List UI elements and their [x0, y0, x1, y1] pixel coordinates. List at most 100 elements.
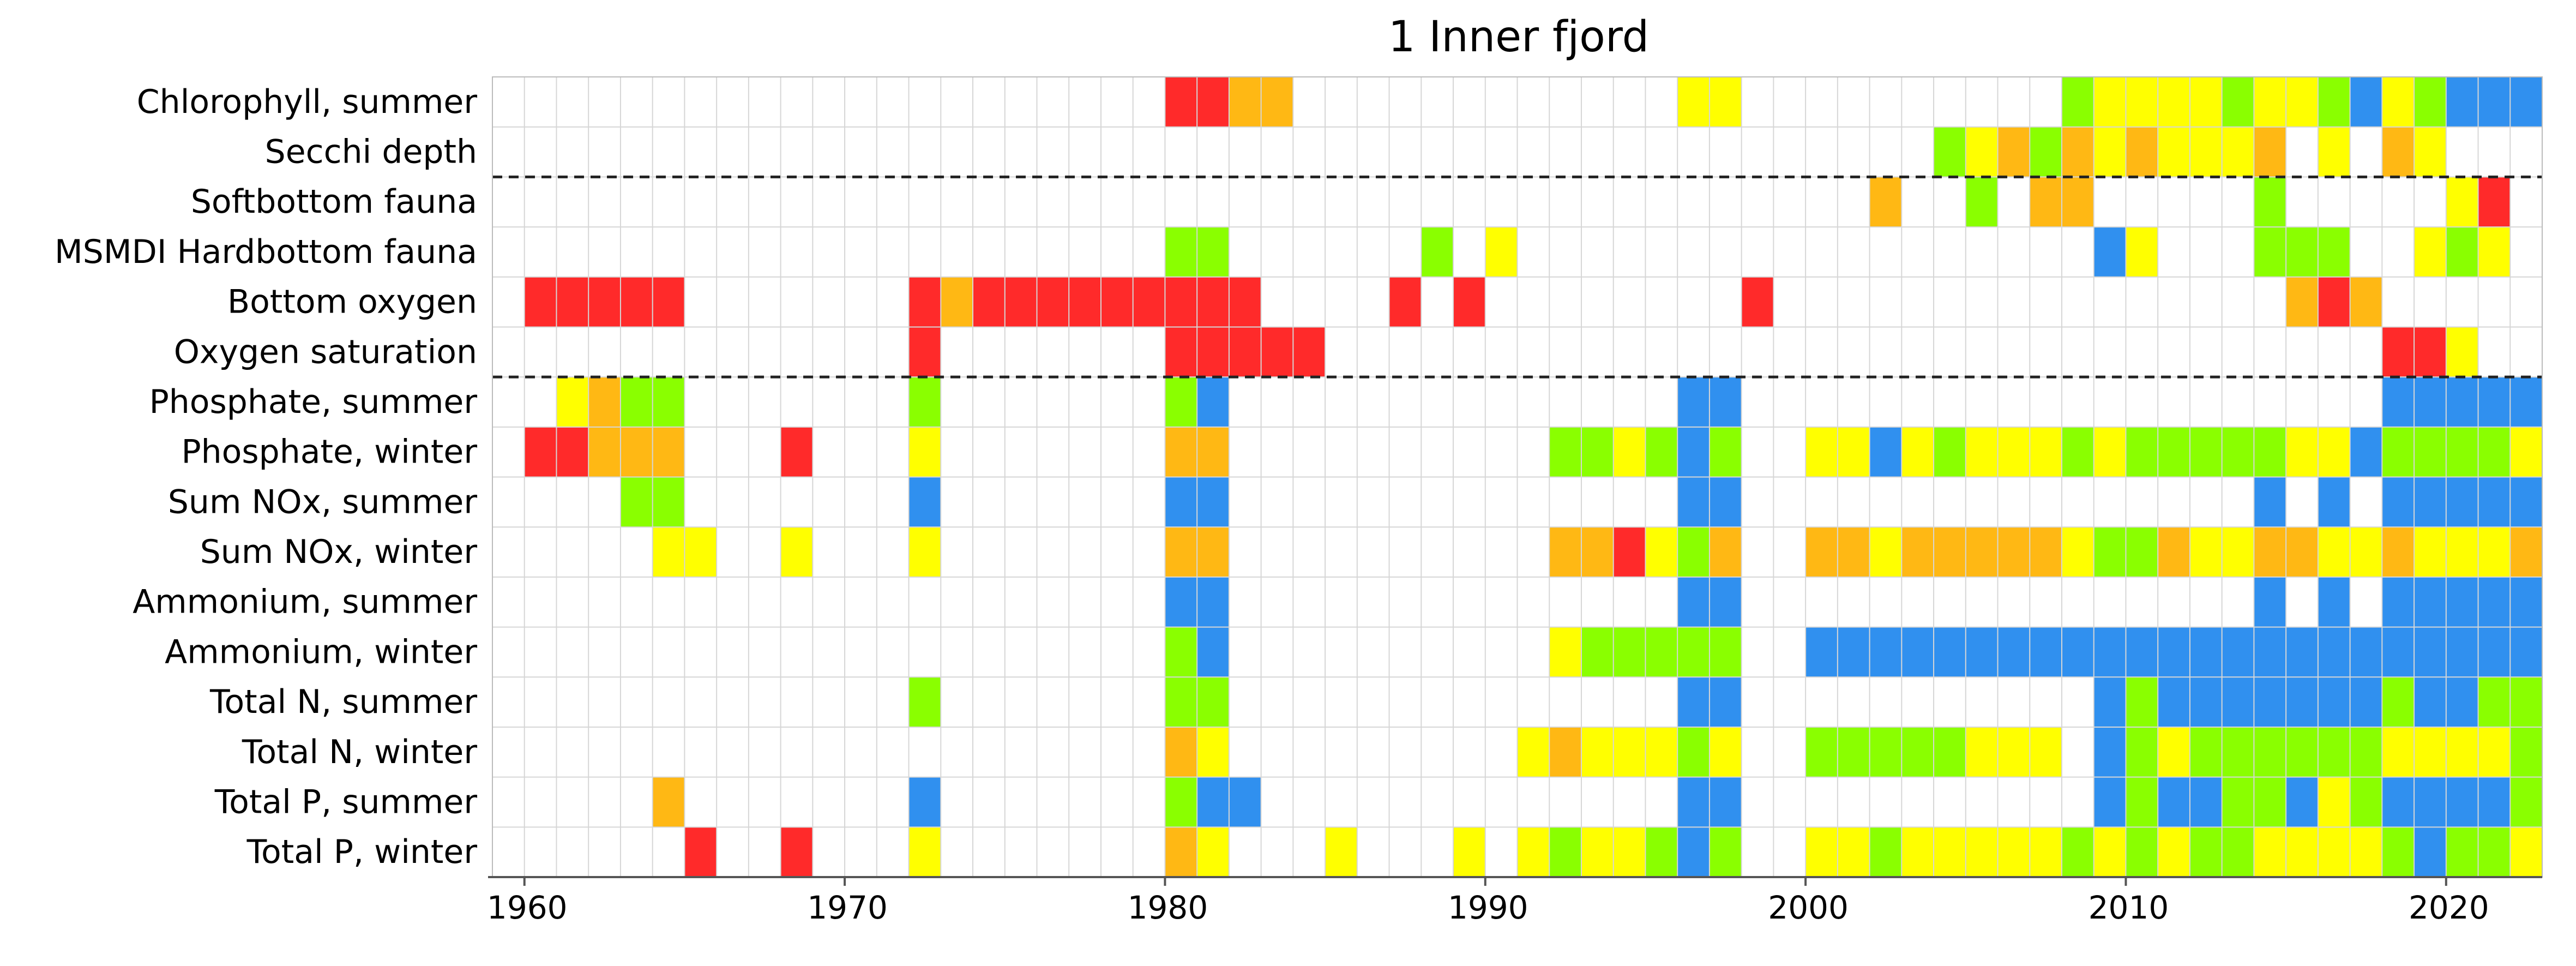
cell-softbottom-fauna-2002: [1869, 177, 1902, 227]
cell-ammonium-summer-2022: [2510, 577, 2543, 628]
cell-sum-nox-summer-1981: [1197, 477, 1230, 527]
cell-total-p-winter-2016: [2318, 827, 2351, 878]
cell-sum-nox-winter-1994: [1613, 527, 1646, 578]
cell-phosphate-summer-1997: [1709, 377, 1742, 428]
cell-total-p-winter-2018: [2382, 827, 2415, 878]
cell-softbottom-fauna-2007: [2030, 177, 2062, 227]
cell-ammonium-summer-1997: [1709, 577, 1742, 628]
cell-total-n-winter-2009: [2093, 727, 2127, 778]
cell-msmdi-hardbottom-fauna-1988: [1421, 227, 1454, 278]
cell-chlorophyll-summer-2017: [2350, 77, 2382, 128]
cell-phosphate-winter-1996: [1677, 427, 1710, 478]
cell-total-p-winter-1968: [780, 827, 813, 878]
x-tick-label-2000: 2000: [1768, 889, 1849, 926]
cell-sum-nox-winter-2005: [1965, 527, 1999, 578]
cell-ammonium-winter-2020: [2446, 627, 2479, 677]
cell-ammonium-winter-1980: [1165, 627, 1197, 677]
cell-sum-nox-winter-2003: [1901, 527, 1934, 578]
cell-sum-nox-winter-1964: [652, 527, 685, 578]
cell-chlorophyll-summer-1981: [1197, 77, 1230, 128]
cell-ammonium-winter-2021: [2478, 627, 2511, 677]
cell-total-n-winter-2017: [2350, 727, 2382, 778]
cell-total-p-winter-1965: [684, 827, 717, 878]
cell-ammonium-winter-2001: [1837, 627, 1870, 677]
cell-total-p-winter-2020: [2446, 827, 2479, 878]
cell-total-n-winter-2016: [2318, 727, 2351, 778]
cell-oxygen-saturation-1981: [1197, 327, 1230, 377]
cell-oxygen-saturation-1984: [1293, 327, 1326, 377]
cell-phosphate-winter-2020: [2446, 427, 2479, 478]
cell-chlorophyll-summer-2022: [2510, 77, 2543, 128]
row-label-total-p-winter: Total P, winter: [246, 833, 478, 871]
cell-phosphate-summer-2019: [2414, 377, 2447, 428]
cell-total-p-winter-2019: [2414, 827, 2447, 878]
cell-total-p-winter-1994: [1613, 827, 1646, 878]
cell-sum-nox-summer-1963: [620, 477, 653, 527]
cell-total-n-summer-2022: [2510, 677, 2543, 728]
cell-phosphate-winter-1972: [908, 427, 941, 478]
cell-phosphate-summer-2018: [2382, 377, 2415, 428]
cell-chlorophyll-summer-2018: [2382, 77, 2415, 128]
cell-ammonium-winter-1993: [1581, 627, 1614, 677]
cell-phosphate-winter-2015: [2286, 427, 2319, 478]
x-tick-label-1980: 1980: [1128, 889, 1208, 926]
cell-sum-nox-winter-2007: [2030, 527, 2062, 578]
cell-sum-nox-summer-1980: [1165, 477, 1197, 527]
cell-total-p-summer-2017: [2350, 777, 2382, 827]
cell-total-n-summer-2010: [2126, 677, 2158, 728]
cell-total-n-summer-2011: [2158, 677, 2190, 728]
cell-ammonium-winter-2015: [2286, 627, 2319, 677]
cell-sum-nox-summer-1996: [1677, 477, 1710, 527]
cell-total-n-winter-2011: [2158, 727, 2190, 778]
cell-total-n-winter-2006: [1997, 727, 2030, 778]
cell-phosphate-winter-2012: [2189, 427, 2223, 478]
cell-total-p-winter-1981: [1197, 827, 1230, 878]
cell-sum-nox-summer-2021: [2478, 477, 2511, 527]
cell-sum-nox-winter-2002: [1869, 527, 1902, 578]
cell-sum-nox-winter-2020: [2446, 527, 2479, 578]
cell-total-p-winter-2011: [2158, 827, 2190, 878]
cell-ammonium-winter-2018: [2382, 627, 2415, 677]
cell-total-p-summer-2011: [2158, 777, 2190, 827]
cell-sum-nox-summer-2022: [2510, 477, 2543, 527]
x-tick-label-1990: 1990: [1448, 889, 1528, 926]
cell-bottom-oxygen-1998: [1741, 277, 1774, 328]
cell-total-n-summer-2017: [2350, 677, 2382, 728]
cell-total-n-summer-2020: [2446, 677, 2479, 728]
cell-bottom-oxygen-1981: [1197, 277, 1230, 328]
cell-total-n-summer-1980: [1165, 677, 1197, 728]
chart-title: 1 Inner fjord: [1388, 13, 1649, 62]
cell-msmdi-hardbottom-fauna-2009: [2093, 227, 2127, 278]
cell-total-n-winter-2007: [2030, 727, 2062, 778]
cell-secchi-depth-2019: [2414, 127, 2447, 177]
cell-total-p-winter-2008: [2061, 827, 2094, 878]
cell-ammonium-summer-1980: [1165, 577, 1197, 628]
cell-phosphate-winter-2002: [1869, 427, 1902, 478]
cell-total-p-winter-2013: [2222, 827, 2254, 878]
cell-sum-nox-winter-2009: [2093, 527, 2127, 578]
cell-phosphate-winter-1961: [556, 427, 589, 478]
cell-bottom-oxygen-1960: [524, 277, 557, 328]
cell-secchi-depth-2006: [1997, 127, 2030, 177]
cell-chlorophyll-summer-2015: [2286, 77, 2319, 128]
cell-chlorophyll-summer-1997: [1709, 77, 1742, 128]
cell-total-p-summer-1981: [1197, 777, 1230, 827]
cell-ammonium-winter-2013: [2222, 627, 2254, 677]
cell-ammonium-winter-1994: [1613, 627, 1646, 677]
cell-total-p-winter-2001: [1837, 827, 1870, 878]
cell-total-p-winter-1972: [908, 827, 941, 878]
cell-phosphate-winter-2013: [2222, 427, 2254, 478]
cell-ammonium-summer-2016: [2318, 577, 2351, 628]
cell-ammonium-summer-2018: [2382, 577, 2415, 628]
cell-total-p-winter-2012: [2189, 827, 2223, 878]
cell-sum-nox-winter-2011: [2158, 527, 2190, 578]
cell-sum-nox-winter-2018: [2382, 527, 2415, 578]
cell-bottom-oxygen-1963: [620, 277, 653, 328]
cell-total-n-winter-2005: [1965, 727, 1999, 778]
cell-ammonium-summer-2014: [2254, 577, 2286, 628]
cell-softbottom-fauna-2021: [2478, 177, 2511, 227]
cell-sum-nox-summer-2020: [2446, 477, 2479, 527]
cell-total-p-summer-2018: [2382, 777, 2415, 827]
cell-total-n-summer-1996: [1677, 677, 1710, 728]
cell-secchi-depth-2010: [2126, 127, 2158, 177]
